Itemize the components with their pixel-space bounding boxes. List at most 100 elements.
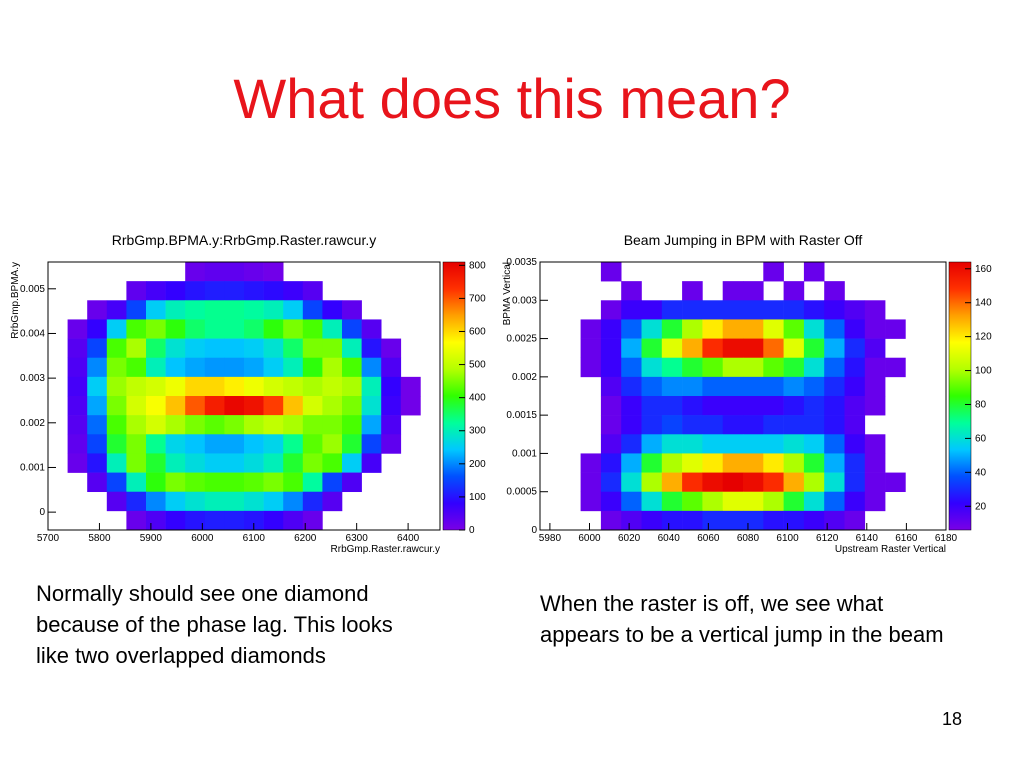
heat-cell <box>580 472 602 493</box>
x-tick-label: 6120 <box>816 533 839 544</box>
heat-cell <box>342 472 362 493</box>
x-tick-label: 6040 <box>658 533 681 544</box>
x-tick-label: 5800 <box>88 533 111 544</box>
heat-cell <box>641 415 663 435</box>
heat-cell <box>824 281 845 301</box>
heat-cell <box>661 319 683 339</box>
heat-cell <box>844 453 866 473</box>
heat-cell <box>204 300 225 320</box>
heat-cell <box>283 415 304 435</box>
heat-cell <box>743 434 764 454</box>
heat-cell <box>224 472 245 493</box>
heat-cell <box>743 491 764 512</box>
heat-cell <box>263 376 284 397</box>
heat-cell <box>864 338 886 359</box>
heat-cell <box>283 281 304 301</box>
heat-cell <box>722 396 744 416</box>
heat-cell <box>722 376 744 397</box>
heat-cell <box>263 434 284 454</box>
heat-cell <box>106 453 127 473</box>
heat-cell <box>342 453 362 473</box>
heat-cell <box>803 357 825 378</box>
heat-cell <box>803 510 825 531</box>
heat-cell <box>844 434 866 454</box>
heat-cell <box>283 300 304 320</box>
heat-cell <box>763 453 784 473</box>
heat-cell <box>641 510 663 531</box>
heat-cell <box>224 491 245 512</box>
heat-cell <box>342 434 362 454</box>
heat-cell <box>763 376 784 397</box>
heat-cell <box>106 300 127 320</box>
heat-cell <box>67 434 88 454</box>
heat-cell <box>661 472 683 493</box>
y-tick-label: 0.003 <box>20 373 45 384</box>
colorbar-tick-label: 200 <box>469 459 486 470</box>
heat-cell <box>224 281 245 301</box>
heat-cell <box>722 319 744 339</box>
heat-cell <box>185 376 206 397</box>
colorbar-tick-label: 60 <box>975 433 987 444</box>
x-tick-label: 6020 <box>618 533 641 544</box>
heat-cell <box>67 453 88 473</box>
heat-cell <box>803 434 825 454</box>
heat-cell <box>783 376 805 397</box>
heat-cell <box>302 338 323 359</box>
caption-line: Normally should see one diamond <box>36 581 369 606</box>
heat-cell <box>743 453 764 473</box>
heat-cell <box>682 472 703 493</box>
heat-cell <box>661 396 683 416</box>
heat-cell <box>803 262 825 282</box>
heat-cell <box>165 472 186 493</box>
heat-cell <box>165 434 186 454</box>
heat-cell <box>361 319 382 339</box>
heat-cell <box>763 472 784 493</box>
heat-cell <box>600 415 622 435</box>
x-axis-label: RrbGmp.Raster.rawcur.y <box>331 544 440 555</box>
heat-cell <box>824 415 845 435</box>
colorbar-tick-label: 140 <box>975 298 992 309</box>
heat-cell <box>283 472 304 493</box>
x-tick-label: 6140 <box>856 533 879 544</box>
heat-cell <box>783 338 805 359</box>
heat-cell <box>224 376 245 397</box>
heat-cell <box>381 415 402 435</box>
heat-cell <box>641 376 663 397</box>
x-tick-label: 6080 <box>737 533 760 544</box>
heat-cell <box>67 415 88 435</box>
heat-cell <box>580 319 602 339</box>
heat-cell <box>165 338 186 359</box>
heat-cell <box>661 491 683 512</box>
heat-cell <box>87 319 108 339</box>
heat-cell <box>322 338 343 359</box>
heat-cell <box>224 510 245 531</box>
heat-cell <box>244 262 264 282</box>
heat-cell <box>302 357 323 378</box>
heat-cell <box>743 338 764 359</box>
heat-cell <box>722 453 744 473</box>
heat-cell <box>165 491 186 512</box>
y-tick-label: 0.001 <box>512 448 537 459</box>
heat-cell <box>803 376 825 397</box>
heat-cell <box>204 510 225 531</box>
y-axis-label: RrbGmp.BPMA.y <box>10 262 21 339</box>
heat-cell <box>783 491 805 512</box>
colorbar <box>948 261 972 531</box>
heat-cell <box>185 281 206 301</box>
heat-cell <box>783 357 805 378</box>
heat-cell <box>361 396 382 416</box>
page-number: 18 <box>942 709 962 729</box>
heat-cell <box>185 472 206 493</box>
heat-cell <box>743 300 764 320</box>
heat-cell <box>106 396 127 416</box>
heat-cell <box>722 510 744 531</box>
heat-cell <box>702 491 723 512</box>
heat-cell <box>224 319 245 339</box>
heat-cell <box>322 491 343 512</box>
heat-cell <box>641 338 663 359</box>
heat-cell <box>783 415 805 435</box>
heat-cell <box>783 319 805 339</box>
heat-cell <box>283 510 304 531</box>
heat-cell <box>580 491 602 512</box>
heat-cell <box>743 510 764 531</box>
